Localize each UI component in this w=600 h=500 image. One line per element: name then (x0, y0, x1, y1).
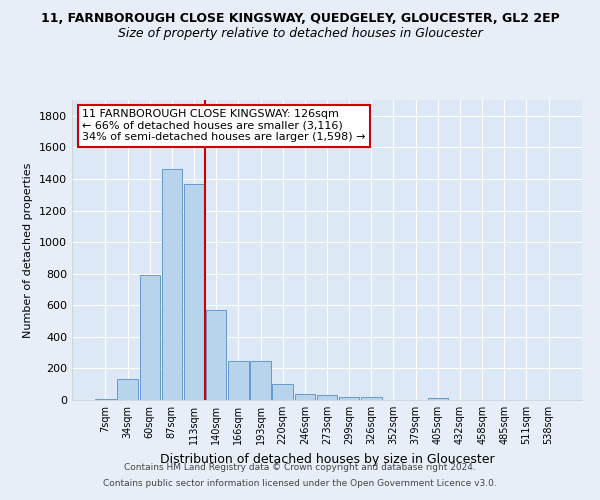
Text: 11, FARNBOROUGH CLOSE KINGSWAY, QUEDGELEY, GLOUCESTER, GL2 2EP: 11, FARNBOROUGH CLOSE KINGSWAY, QUEDGELE… (41, 12, 559, 26)
Bar (339, 397, 359, 400)
Text: Contains HM Land Registry data © Crown copyright and database right 2024.: Contains HM Land Registry data © Crown c… (124, 464, 476, 472)
Bar (317, 396, 337, 400)
X-axis label: Distribution of detached houses by size in Gloucester: Distribution of detached houses by size … (160, 452, 494, 466)
Bar (95, 399, 116, 400)
Bar (272, 384, 293, 400)
Bar (295, 394, 315, 400)
Text: Size of property relative to detached houses in Gloucester: Size of property relative to detached ho… (118, 28, 482, 40)
Bar (140, 276, 160, 400)
Text: Contains public sector information licensed under the Open Government Licence v3: Contains public sector information licen… (103, 478, 497, 488)
Y-axis label: Number of detached properties: Number of detached properties (23, 162, 34, 338)
Bar (161, 170, 182, 400)
Bar (228, 360, 248, 400)
Bar (428, 398, 448, 400)
Bar (361, 397, 382, 400)
Bar (250, 360, 271, 400)
Text: 11 FARNBOROUGH CLOSE KINGSWAY: 126sqm
← 66% of detached houses are smaller (3,11: 11 FARNBOROUGH CLOSE KINGSWAY: 126sqm ← … (82, 109, 366, 142)
Bar (206, 310, 226, 400)
Bar (184, 184, 204, 400)
Bar (118, 380, 138, 400)
